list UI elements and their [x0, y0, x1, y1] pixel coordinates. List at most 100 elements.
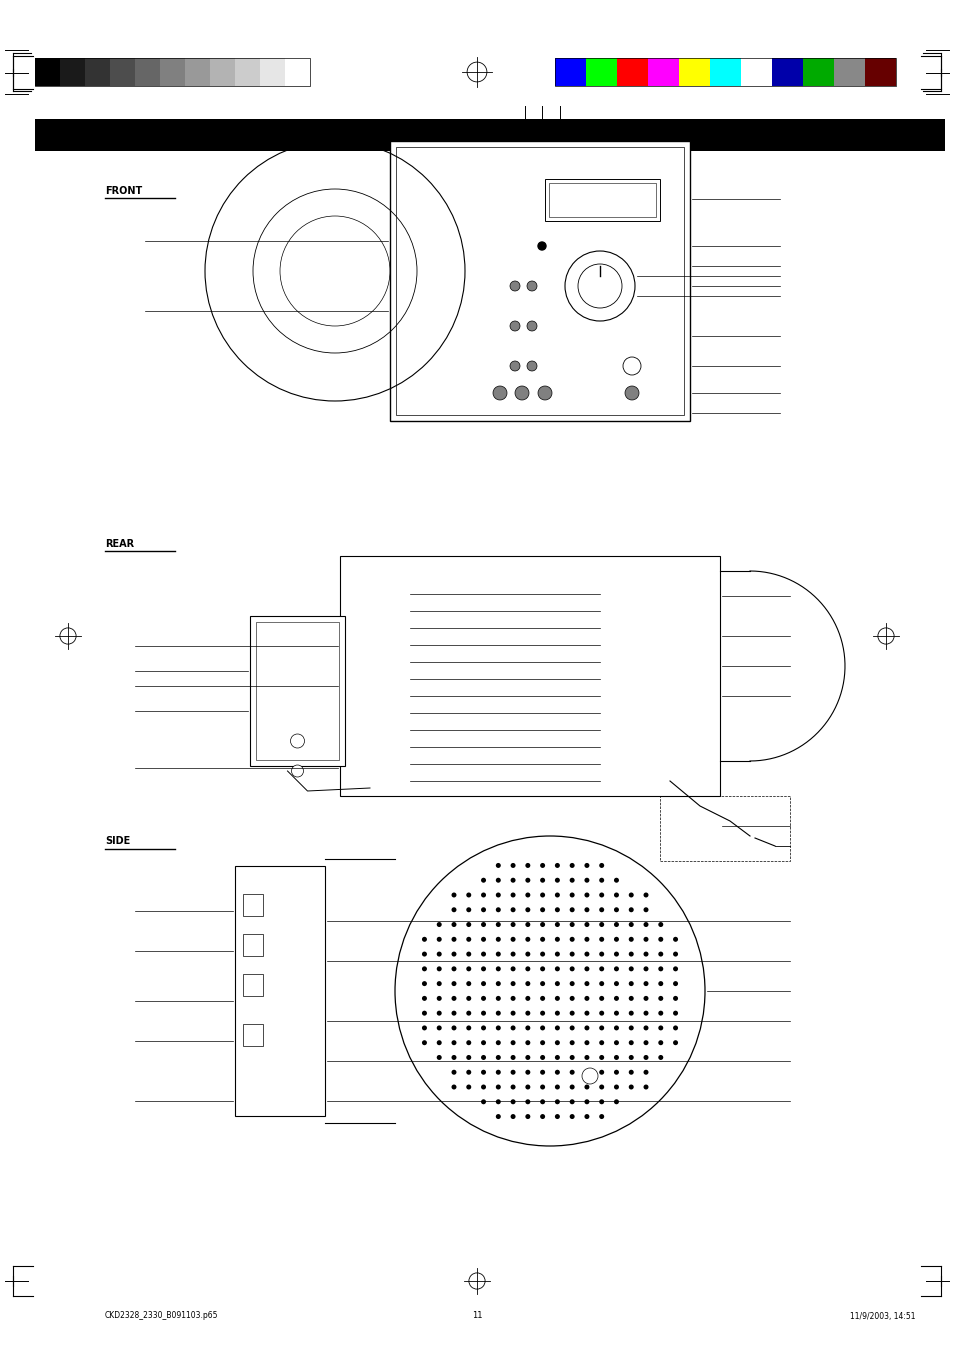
- Circle shape: [673, 936, 678, 942]
- Circle shape: [525, 951, 530, 957]
- Bar: [285, 58, 310, 86]
- Circle shape: [555, 1055, 559, 1061]
- Circle shape: [436, 1040, 441, 1046]
- Circle shape: [569, 951, 574, 957]
- Circle shape: [510, 996, 515, 1001]
- Circle shape: [496, 1011, 500, 1016]
- Circle shape: [539, 893, 544, 897]
- Circle shape: [480, 1040, 485, 1046]
- Circle shape: [624, 386, 639, 400]
- Circle shape: [658, 951, 662, 957]
- Bar: [585, 58, 617, 86]
- Circle shape: [510, 863, 515, 867]
- Circle shape: [466, 893, 471, 897]
- Circle shape: [525, 1040, 530, 1046]
- Text: CKD2328_2330_B091103.p65: CKD2328_2330_B091103.p65: [105, 1312, 218, 1320]
- Circle shape: [451, 981, 456, 986]
- Circle shape: [598, 1085, 603, 1089]
- Circle shape: [539, 1070, 544, 1075]
- Circle shape: [466, 921, 471, 927]
- Circle shape: [436, 981, 441, 986]
- Circle shape: [539, 1055, 544, 1061]
- Circle shape: [526, 361, 537, 372]
- Circle shape: [555, 863, 559, 867]
- Circle shape: [539, 1085, 544, 1089]
- Circle shape: [643, 1055, 648, 1061]
- Circle shape: [643, 921, 648, 927]
- Circle shape: [555, 936, 559, 942]
- Circle shape: [537, 386, 552, 400]
- Circle shape: [584, 1055, 589, 1061]
- Circle shape: [628, 1025, 633, 1031]
- Circle shape: [493, 386, 506, 400]
- Circle shape: [673, 996, 678, 1001]
- Bar: [35, 58, 60, 86]
- Circle shape: [584, 1040, 589, 1046]
- Text: SIDE: SIDE: [105, 836, 131, 846]
- Circle shape: [539, 908, 544, 912]
- Circle shape: [525, 1055, 530, 1061]
- Circle shape: [598, 1070, 603, 1075]
- Circle shape: [584, 1115, 589, 1119]
- Bar: [833, 58, 864, 86]
- Bar: [243, 1024, 263, 1046]
- Circle shape: [658, 1040, 662, 1046]
- Bar: [243, 974, 263, 996]
- Circle shape: [628, 893, 633, 897]
- Circle shape: [466, 966, 471, 971]
- Circle shape: [451, 1011, 456, 1016]
- Circle shape: [466, 908, 471, 912]
- Circle shape: [555, 996, 559, 1001]
- Circle shape: [569, 893, 574, 897]
- Circle shape: [564, 251, 635, 322]
- Circle shape: [628, 1055, 633, 1061]
- Circle shape: [673, 981, 678, 986]
- Circle shape: [643, 981, 648, 986]
- Circle shape: [643, 1070, 648, 1075]
- Circle shape: [466, 1085, 471, 1089]
- Circle shape: [496, 908, 500, 912]
- Circle shape: [510, 322, 519, 331]
- Circle shape: [525, 981, 530, 986]
- Circle shape: [466, 996, 471, 1001]
- Circle shape: [614, 966, 618, 971]
- Circle shape: [480, 951, 485, 957]
- Circle shape: [673, 1025, 678, 1031]
- Circle shape: [614, 996, 618, 1001]
- Circle shape: [510, 1100, 515, 1104]
- Circle shape: [584, 1100, 589, 1104]
- Circle shape: [598, 921, 603, 927]
- Circle shape: [584, 908, 589, 912]
- Circle shape: [525, 908, 530, 912]
- Bar: [60, 58, 85, 86]
- Circle shape: [555, 1085, 559, 1089]
- Bar: [709, 58, 740, 86]
- Circle shape: [578, 263, 621, 308]
- Circle shape: [584, 966, 589, 971]
- Circle shape: [555, 921, 559, 927]
- Bar: [864, 58, 895, 86]
- Bar: [110, 58, 135, 86]
- Bar: [260, 58, 285, 86]
- Circle shape: [451, 908, 456, 912]
- Circle shape: [480, 936, 485, 942]
- Circle shape: [539, 981, 544, 986]
- Bar: [243, 894, 263, 916]
- Circle shape: [584, 936, 589, 942]
- Circle shape: [658, 981, 662, 986]
- Circle shape: [466, 1011, 471, 1016]
- Circle shape: [614, 1011, 618, 1016]
- Circle shape: [598, 1055, 603, 1061]
- Circle shape: [658, 936, 662, 942]
- Circle shape: [526, 281, 537, 290]
- Circle shape: [480, 908, 485, 912]
- Circle shape: [614, 1025, 618, 1031]
- Circle shape: [555, 908, 559, 912]
- Circle shape: [496, 1055, 500, 1061]
- Circle shape: [581, 1069, 598, 1084]
- Bar: [339, 557, 720, 796]
- Circle shape: [628, 951, 633, 957]
- Circle shape: [436, 966, 441, 971]
- Circle shape: [598, 1115, 603, 1119]
- Circle shape: [614, 1070, 618, 1075]
